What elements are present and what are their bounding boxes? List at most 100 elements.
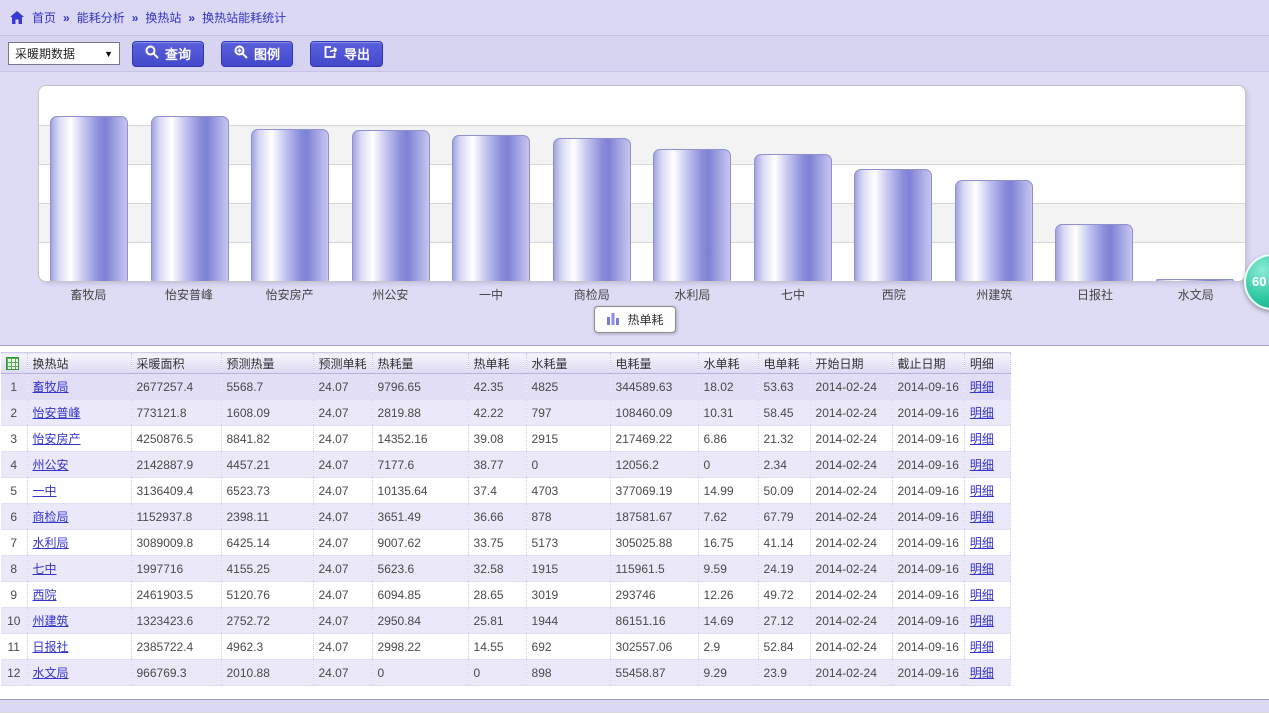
breadcrumb-item-2[interactable]: 能耗分析: [76, 11, 125, 25]
data-cell: 5623.6: [372, 555, 469, 582]
select-all-header[interactable]: [1, 352, 28, 374]
data-cell: 18.02: [698, 373, 759, 400]
data-cell: 2014-02-24: [810, 659, 893, 686]
column-header-预测单耗[interactable]: 预测单耗: [313, 352, 373, 374]
zoom-in-icon: [234, 45, 248, 62]
chart-x-label: 州公安: [372, 288, 409, 302]
data-cell: 33.75: [468, 529, 527, 556]
station-link-水利局[interactable]: 水利局: [32, 536, 69, 550]
breadcrumb-separator: »: [188, 11, 196, 25]
breadcrumb-item-3[interactable]: 换热站: [145, 11, 182, 25]
export-button[interactable]: 导出: [310, 40, 384, 67]
data-cell: 16.75: [698, 529, 759, 556]
chart-bar-slot: [39, 86, 140, 281]
period-select[interactable]: 采暖期数据 ▼: [8, 42, 120, 65]
chart-legend-label: 热单耗: [627, 313, 664, 327]
station-link-商检局[interactable]: 商检局: [32, 510, 69, 524]
station-link-怡安普峰[interactable]: 怡安普峰: [32, 406, 81, 420]
chart-bar-商检局[interactable]: [552, 138, 631, 281]
column-header-水耗量[interactable]: 水耗量: [526, 352, 611, 374]
data-cell: 773121.8: [131, 399, 222, 426]
chart-bar-七中[interactable]: [753, 154, 832, 281]
column-header-热耗量[interactable]: 热耗量: [372, 352, 469, 374]
legend-button[interactable]: 图例: [221, 40, 294, 67]
chart-bar-州建筑[interactable]: [954, 180, 1033, 281]
station-link-日报社[interactable]: 日报社: [32, 640, 69, 654]
chart-legend[interactable]: 热单耗: [593, 306, 676, 333]
chart-bar-畜牧局[interactable]: [50, 116, 129, 281]
table-row-商检局: 6 商检局 1152937.8 2398.11 24.07 3651.49 36.66 878…: [1, 503, 1011, 530]
detail-link-怡安普峰[interactable]: 明细: [969, 406, 994, 420]
column-header-热单耗[interactable]: 热单耗: [468, 352, 527, 374]
data-cell: 2014-09-16: [892, 633, 965, 660]
table-row-水利局: 7 水利局 3089009.8 6425.14 24.07 9007.62 33.75 517…: [1, 529, 1011, 556]
breadcrumb-item-1[interactable]: 首页: [32, 11, 57, 25]
data-cell: 692: [526, 633, 611, 660]
station-link-一中[interactable]: 一中: [32, 484, 57, 498]
column-header-水单耗[interactable]: 水单耗: [698, 352, 759, 374]
data-cell: 14.99: [698, 477, 759, 504]
chart-bar-水文局[interactable]: [1155, 279, 1234, 281]
detail-cell: 明细: [964, 451, 1011, 478]
chart-bar-slot: [843, 86, 944, 281]
station-cell: 西院: [27, 581, 132, 608]
column-header-明细[interactable]: 明细: [964, 352, 1011, 374]
station-cell: 州公安: [27, 451, 132, 478]
detail-link-水利局[interactable]: 明细: [969, 536, 994, 550]
station-link-州建筑[interactable]: 州建筑: [32, 614, 69, 628]
detail-link-西院[interactable]: 明细: [969, 588, 994, 602]
row-number: 8: [1, 555, 28, 582]
detail-link-一中[interactable]: 明细: [969, 484, 994, 498]
data-cell: 2014-02-24: [810, 425, 893, 452]
data-cell: 7177.6: [372, 451, 469, 478]
detail-link-商检局[interactable]: 明细: [969, 510, 994, 524]
detail-link-畜牧局[interactable]: 明细: [969, 380, 994, 394]
data-cell: 8841.82: [221, 425, 314, 452]
data-cell: 39.08: [468, 425, 527, 452]
station-link-州公安[interactable]: 州公安: [32, 458, 69, 472]
chart-bar-一中[interactable]: [452, 135, 531, 281]
detail-link-日报社[interactable]: 明细: [969, 640, 994, 654]
chart-bar-怡安普峰[interactable]: [150, 116, 229, 281]
station-link-七中[interactable]: 七中: [32, 562, 57, 576]
data-cell: 2014-02-24: [810, 399, 893, 426]
chart-bar-日报社[interactable]: [1055, 224, 1134, 281]
detail-link-州公安[interactable]: 明细: [969, 458, 994, 472]
detail-link-七中[interactable]: 明细: [969, 562, 994, 576]
column-header-预测热量[interactable]: 预测热量: [221, 352, 314, 374]
station-link-怡安房产[interactable]: 怡安房产: [32, 432, 81, 446]
detail-link-怡安房产[interactable]: 明细: [969, 432, 994, 446]
chart-bar-水利局[interactable]: [653, 149, 732, 281]
detail-link-水文局[interactable]: 明细: [969, 666, 994, 680]
detail-link-州建筑[interactable]: 明细: [969, 614, 994, 628]
home-icon[interactable]: [10, 11, 24, 24]
chart-bar-怡安房产[interactable]: [251, 129, 330, 281]
data-cell: 1915: [526, 555, 611, 582]
station-link-畜牧局[interactable]: 畜牧局: [32, 380, 69, 394]
footer-strip: [0, 699, 1269, 713]
chart-x-label: 商检局: [573, 288, 610, 302]
row-number: 3: [1, 425, 28, 452]
column-header-截止日期[interactable]: 截止日期: [892, 352, 965, 374]
station-link-西院[interactable]: 西院: [32, 588, 57, 602]
column-header-采暖面积[interactable]: 采暖面积: [131, 352, 222, 374]
chart-bar-州公安[interactable]: [351, 130, 430, 281]
floating-badge[interactable]: 60: [1244, 254, 1269, 310]
row-number: 1: [1, 373, 28, 400]
detail-cell: 明细: [964, 373, 1011, 400]
column-header-开始日期[interactable]: 开始日期: [810, 352, 893, 374]
data-cell: 2014-02-24: [810, 529, 893, 556]
floating-badge-text: 60: [1252, 274, 1267, 289]
chart-gridline-40: [39, 125, 1245, 126]
column-header-电耗量[interactable]: 电耗量: [610, 352, 699, 374]
column-header-电单耗[interactable]: 电单耗: [758, 352, 811, 374]
station-link-水文局[interactable]: 水文局: [32, 666, 69, 680]
table-row-州公安: 4 州公安 2142887.9 4457.21 24.07 7177.6 38.77 0 120…: [1, 451, 1011, 478]
detail-cell: 明细: [964, 633, 1011, 660]
query-button[interactable]: 查询: [132, 40, 205, 67]
column-header-换热站[interactable]: 换热站: [27, 352, 132, 374]
chart-bar-西院[interactable]: [854, 169, 933, 281]
data-cell: 878: [526, 503, 611, 530]
station-cell: 州建筑: [27, 607, 132, 634]
chart-x-label: 州建筑: [976, 288, 1013, 302]
